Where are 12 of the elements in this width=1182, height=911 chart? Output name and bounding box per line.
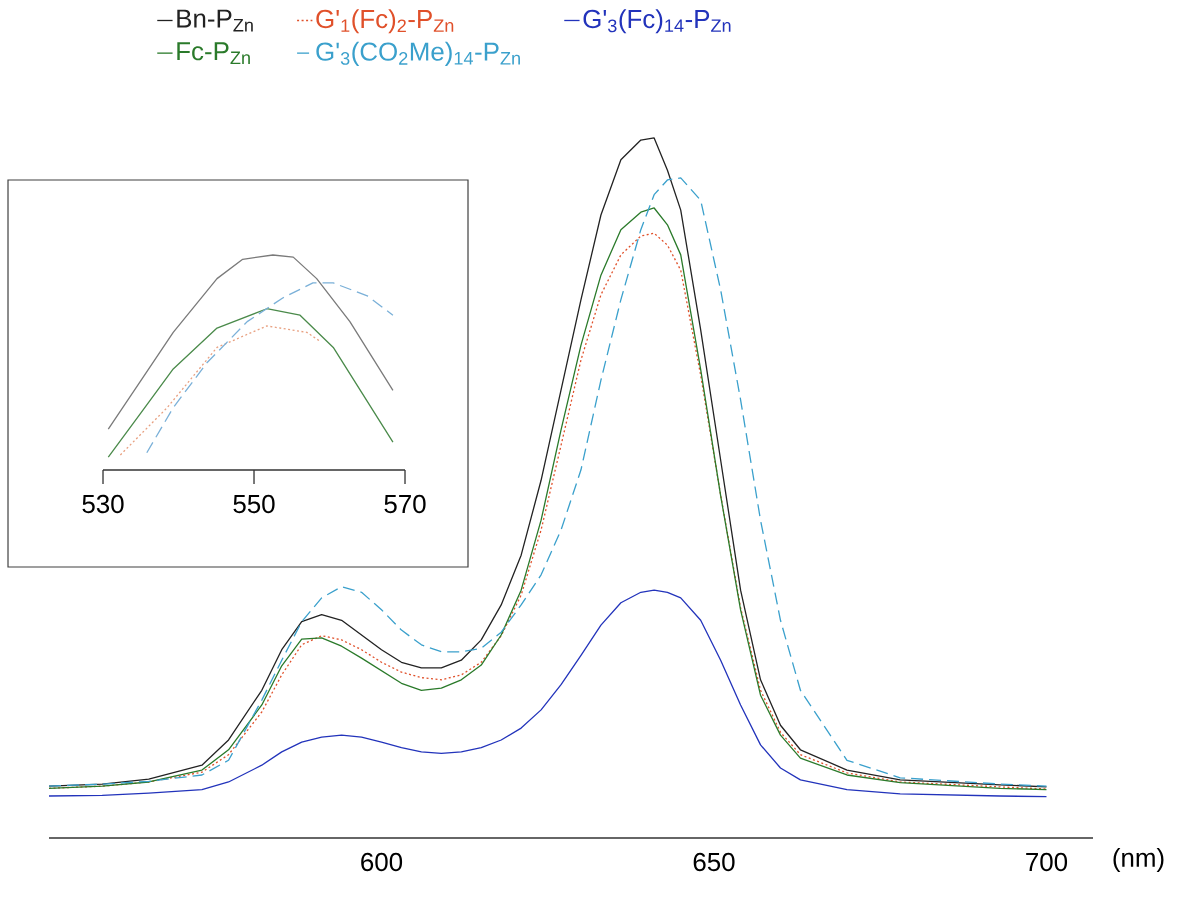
x-tick-label: 530	[82, 494, 124, 514]
legend-label: G'$_{3}$(Fc)$_{14}$-P$_{Zn}$	[583, 9, 731, 34]
x-tick-label: 600	[361, 852, 403, 872]
legend-label: G'$_{3}$(CO$_{2}$Me)$_{14}$-P$_{Zn}$	[316, 41, 520, 66]
x-axis-title: (nm)	[1113, 847, 1164, 873]
legend-label: G'$_{1}$(Fc)$_{2}$-P$_{Zn}$	[316, 9, 454, 34]
x-tick-label: 550	[233, 494, 275, 514]
x-tick-label: 650	[693, 852, 735, 872]
legend-label: Bn-P$_{Zn}$	[177, 9, 253, 32]
x-tick-label: 700	[1026, 852, 1068, 872]
legend-label: Fc-P$_{Zn}$	[177, 42, 250, 65]
x-tick-label: 570	[384, 494, 426, 514]
